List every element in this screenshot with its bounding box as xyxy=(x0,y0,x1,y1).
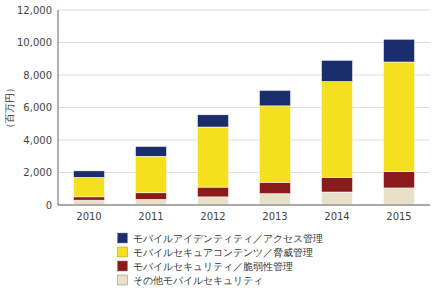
bar-segment xyxy=(260,182,291,193)
y-tick-label: 12,000 xyxy=(17,5,52,16)
bar-segment xyxy=(198,115,229,127)
y-tick-label: 0 xyxy=(46,200,52,211)
grid-line xyxy=(58,75,430,76)
legend-swatch xyxy=(118,233,128,243)
y-axis-label: （百万円） xyxy=(4,83,15,133)
x-tick-label: 2014 xyxy=(324,211,349,222)
x-tick-label: 2011 xyxy=(138,211,163,222)
y-tick-label: 4,000 xyxy=(23,135,52,146)
bar-segment xyxy=(260,90,291,105)
grid-line xyxy=(58,172,430,173)
bars xyxy=(74,39,415,205)
bar-segment xyxy=(384,39,415,62)
legend-swatch xyxy=(118,247,128,257)
grid xyxy=(58,10,430,205)
bar-segment xyxy=(136,147,167,157)
x-tick-label: 2012 xyxy=(200,211,225,222)
bar-segment xyxy=(136,193,167,200)
legend: モバイルアイデンティティ／アクセス管理モバイルセキュアコンテンツ／脅威管理モバイ… xyxy=(118,233,323,286)
bar-segment xyxy=(198,197,229,205)
grid-line xyxy=(58,140,430,141)
bar-segment xyxy=(384,62,415,172)
y-tick-label: 2,000 xyxy=(23,167,52,178)
legend-swatch xyxy=(118,275,128,285)
bar-segment xyxy=(136,156,167,193)
legend-label: モバイルアイデンティティ／アクセス管理 xyxy=(133,233,323,244)
bar-segment xyxy=(384,172,415,188)
bar-segment xyxy=(74,197,105,200)
bar-segment xyxy=(136,199,167,205)
legend-label: モバイルセキュリティ／脆弱性管理 xyxy=(133,261,293,272)
bar-segment xyxy=(74,171,105,178)
bar-segment xyxy=(322,82,353,178)
bar-segment xyxy=(322,60,353,81)
x-axis xyxy=(58,205,430,206)
grid-line xyxy=(58,205,430,206)
grid-line xyxy=(58,10,430,11)
x-tick-label: 2015 xyxy=(386,211,411,222)
grid-line xyxy=(58,42,430,43)
bar-segment xyxy=(74,177,105,197)
grid-line xyxy=(58,107,430,108)
x-tick-label: 2013 xyxy=(262,211,287,222)
legend-swatch xyxy=(118,261,128,271)
legend-label: その他モバイルセキュリティ xyxy=(133,275,263,286)
bar-segment xyxy=(322,177,353,192)
bar-segment xyxy=(198,187,229,197)
bar-segment xyxy=(322,192,353,205)
y-tick-label: 6,000 xyxy=(23,102,52,113)
bar-segment xyxy=(384,188,415,205)
y-axis xyxy=(58,10,59,205)
chart: 0 2,000 4,000 6,000 8,000 10,000 12,000 2010 201… xyxy=(0,0,440,296)
x-tick-label: 2010 xyxy=(76,211,101,222)
bar-segment xyxy=(260,194,291,205)
bar-segment xyxy=(198,127,229,187)
bar-segment xyxy=(74,200,105,205)
y-tick-label: 10,000 xyxy=(17,37,52,48)
legend-label: モバイルセキュアコンテンツ／脅威管理 xyxy=(133,247,313,258)
y-tick-label: 8,000 xyxy=(23,70,52,81)
bar-segment xyxy=(260,106,291,182)
